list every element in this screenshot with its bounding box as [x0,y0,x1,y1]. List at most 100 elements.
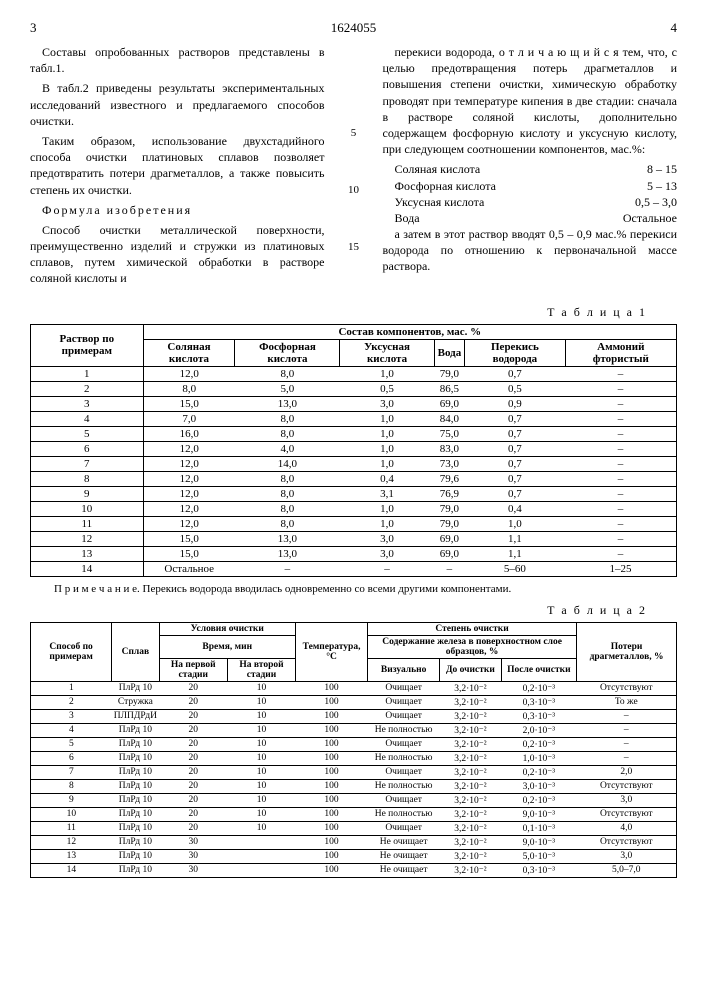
table-cell: 9 [31,793,112,807]
table-cell: 20 [159,681,228,695]
table-cell: 10 [228,709,296,723]
table-cell: 8,0 [143,381,235,396]
table-cell: 1,0 [340,456,434,471]
table-cell: 3,2·10⁻² [440,779,502,793]
table-cell: Отсутствуют [577,807,677,821]
table-cell: 100 [295,807,367,821]
table-cell: 69,0 [434,531,465,546]
table-cell: ПлРд 10 [112,765,159,779]
table-cell: 5,0–7,0 [577,863,677,877]
table-cell: 9 [31,486,144,501]
table-cell: 3,0·10⁻³ [501,779,576,793]
table-cell: 0,7 [465,471,565,486]
table-cell: – [565,546,676,561]
table-cell: – [565,501,676,516]
table-cell: 0,2·10⁻³ [501,737,576,751]
table-cell: 1,0 [340,411,434,426]
table-cell: 12,0 [143,366,235,381]
table-cell: – [565,486,676,501]
table-cell: 0,7 [465,366,565,381]
table-cell: 12 [31,531,144,546]
table-cell: 5–60 [465,561,565,576]
para-r1: перекиси водорода, о т л и ч а ю щ и й с… [383,44,678,157]
table-cell: 100 [295,779,367,793]
table-cell: 10 [31,807,112,821]
table-cell: 83,0 [434,441,465,456]
para-2: В табл.2 приведены результаты эксперимен… [30,80,325,129]
line-10: 10 [345,183,363,198]
table-cell: ПлРд 10 [112,779,159,793]
table-row: 14ПлРд 1030100Не очищает3,2·10⁻²0,3·10⁻³… [31,863,677,877]
table-cell: 1,0 [340,366,434,381]
table-cell: 2,0·10⁻³ [501,723,576,737]
table-cell: ПлРд 10 [112,723,159,737]
table-cell: Не полностью [368,779,440,793]
table-cell: 84,0 [434,411,465,426]
comp-row: Соляная кислота8 – 15 [383,161,678,177]
table-cell: Очищает [368,695,440,709]
table-row: 3ПЛПДРдИ2010100Очищает3,2·10⁻²0,3·10⁻³– [31,709,677,723]
doc-number: 1624055 [37,20,671,36]
table-row: 13ПлРд 1030100Не очищает3,2·10⁻²5,0·10⁻³… [31,849,677,863]
table-cell: 0,7 [465,456,565,471]
table-cell: ПлРд 10 [112,821,159,835]
table-cell: 8 [31,779,112,793]
table-cell: 1,0·10⁻³ [501,751,576,765]
left-column: Составы опробованных растворов представл… [30,44,325,297]
table-row: 1112,08,01,079,01,0– [31,516,677,531]
table-cell: 1,1 [465,546,565,561]
table-cell: 1 [31,681,112,695]
table-cell: 2 [31,381,144,396]
table-cell: – [565,366,676,381]
table-cell: 76,9 [434,486,465,501]
table-row: 612,04,01,083,00,7– [31,441,677,456]
table-cell: 3,2·10⁻² [440,681,502,695]
table-cell: 3,2·10⁻² [440,863,502,877]
table-cell [228,835,296,849]
table-cell: 15,0 [143,546,235,561]
table-cell [228,849,296,863]
table-row: 14Остальное–––5–601–25 [31,561,677,576]
table-cell: 7 [31,456,144,471]
table-cell: 69,0 [434,546,465,561]
table-cell: 1,0 [340,501,434,516]
table-cell: 79,6 [434,471,465,486]
table-cell: 8,0 [235,516,340,531]
table-cell: 0,3·10⁻³ [501,695,576,709]
table-cell: 0,7 [465,426,565,441]
table-row: 2Стружка2010100Очищает3,2·10⁻²0,3·10⁻³То… [31,695,677,709]
table-1: Раствор по примерам Состав компонентов, … [30,324,677,577]
table-cell: 3,2·10⁻² [440,765,502,779]
table-cell: 3,2·10⁻² [440,695,502,709]
table-cell: ПлРд 10 [112,835,159,849]
table-cell: 12,0 [143,471,235,486]
table-cell: 0,3·10⁻³ [501,709,576,723]
t2-c5: Степень очистки [368,622,577,635]
table-cell: 79,0 [434,516,465,531]
table-cell: 100 [295,723,367,737]
para-r2: а затем в этот раствор вводят 0,5 – 0,9 … [383,226,678,275]
table-cell: ПлРд 10 [112,863,159,877]
table-cell: 3,2·10⁻² [440,737,502,751]
table-cell: 0,4 [340,471,434,486]
para-1: Составы опробованных растворов представл… [30,44,325,76]
table-cell: 10 [228,821,296,835]
table-cell: 3,2·10⁻² [440,849,502,863]
table-cell: Очищает [368,737,440,751]
table-cell: 79,0 [434,366,465,381]
table-row: 4ПлРд 102010100Не полностью3,2·10⁻²2,0·1… [31,723,677,737]
table-cell: 100 [295,821,367,835]
table-cell: 10 [228,765,296,779]
table-cell: 3,2·10⁻² [440,751,502,765]
table-row: 112,08,01,079,00,7– [31,366,677,381]
table-cell: – [577,737,677,751]
comp-row: ВодаОстальное [383,210,678,226]
t2-c5c: После очистки [501,658,576,681]
t1-col: Перекись водорода [465,339,565,366]
table-cell: 4 [31,723,112,737]
table-row: 1215,013,03,069,01,1– [31,531,677,546]
t2-c4: Температура, °C [295,622,367,681]
table-cell: 86,5 [434,381,465,396]
table-row: 712,014,01,073,00,7– [31,456,677,471]
table-cell: 0,3·10⁻³ [501,863,576,877]
